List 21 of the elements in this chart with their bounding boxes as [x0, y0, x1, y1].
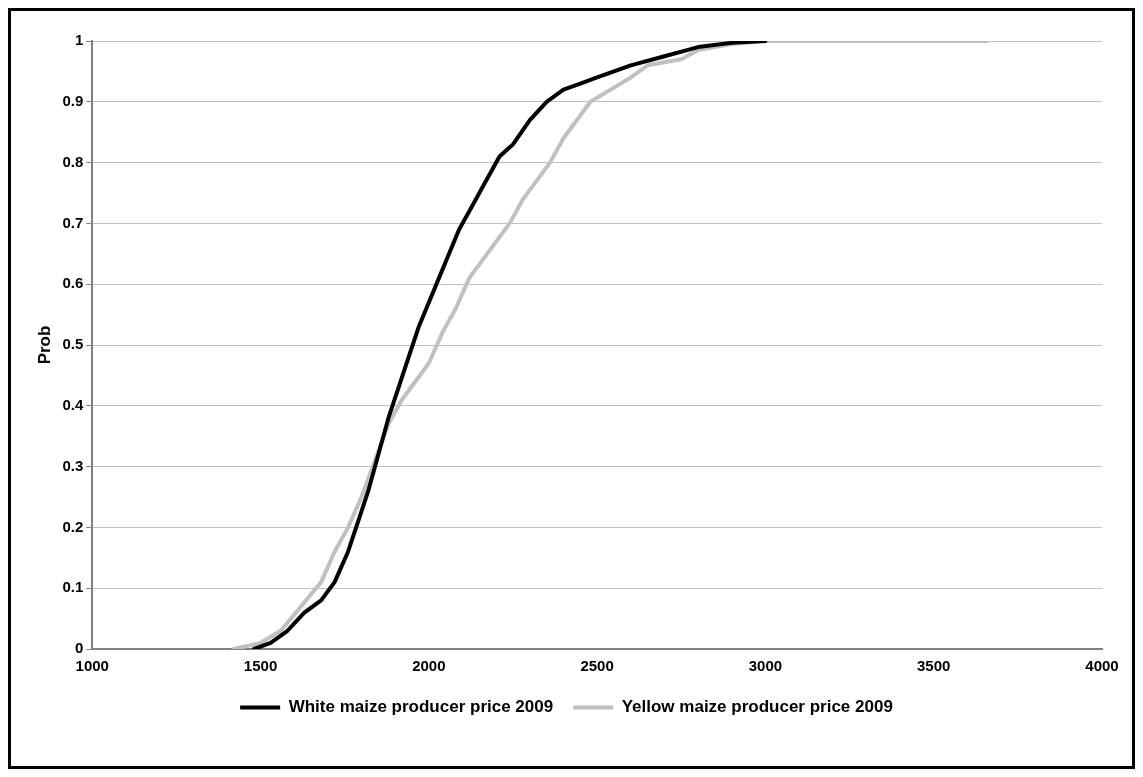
- y-tick-label: 1: [74, 31, 84, 49]
- x-tick-label: 4000: [1085, 657, 1119, 675]
- y-tick-label: 0.1: [62, 578, 84, 596]
- x-tick-label: 3500: [917, 657, 951, 675]
- legend-label: White maize producer price 2009: [288, 697, 554, 717]
- y-tick-label: 0.3: [62, 456, 84, 474]
- y-tick-label: 0.6: [62, 274, 84, 292]
- y-tick-label: 0.4: [62, 395, 84, 413]
- y-axis-title: Prob: [34, 325, 54, 365]
- x-tick-label: 1000: [75, 657, 109, 675]
- y-tick-label: 0.5: [62, 335, 84, 353]
- x-tick-label: 1500: [243, 657, 278, 675]
- legend-label: Yellow maize producer price 2009: [621, 697, 893, 717]
- x-tick-label: 3000: [748, 657, 783, 675]
- y-tick-label: 0: [74, 639, 84, 657]
- y-tick-label: 0.9: [62, 91, 84, 109]
- x-tick-label: 2000: [412, 657, 446, 675]
- y-tick-label: 0.2: [62, 517, 84, 535]
- y-tick-label: 0.7: [62, 213, 84, 231]
- y-tick-label: 0.8: [62, 152, 84, 170]
- x-tick-label: 2500: [580, 657, 614, 675]
